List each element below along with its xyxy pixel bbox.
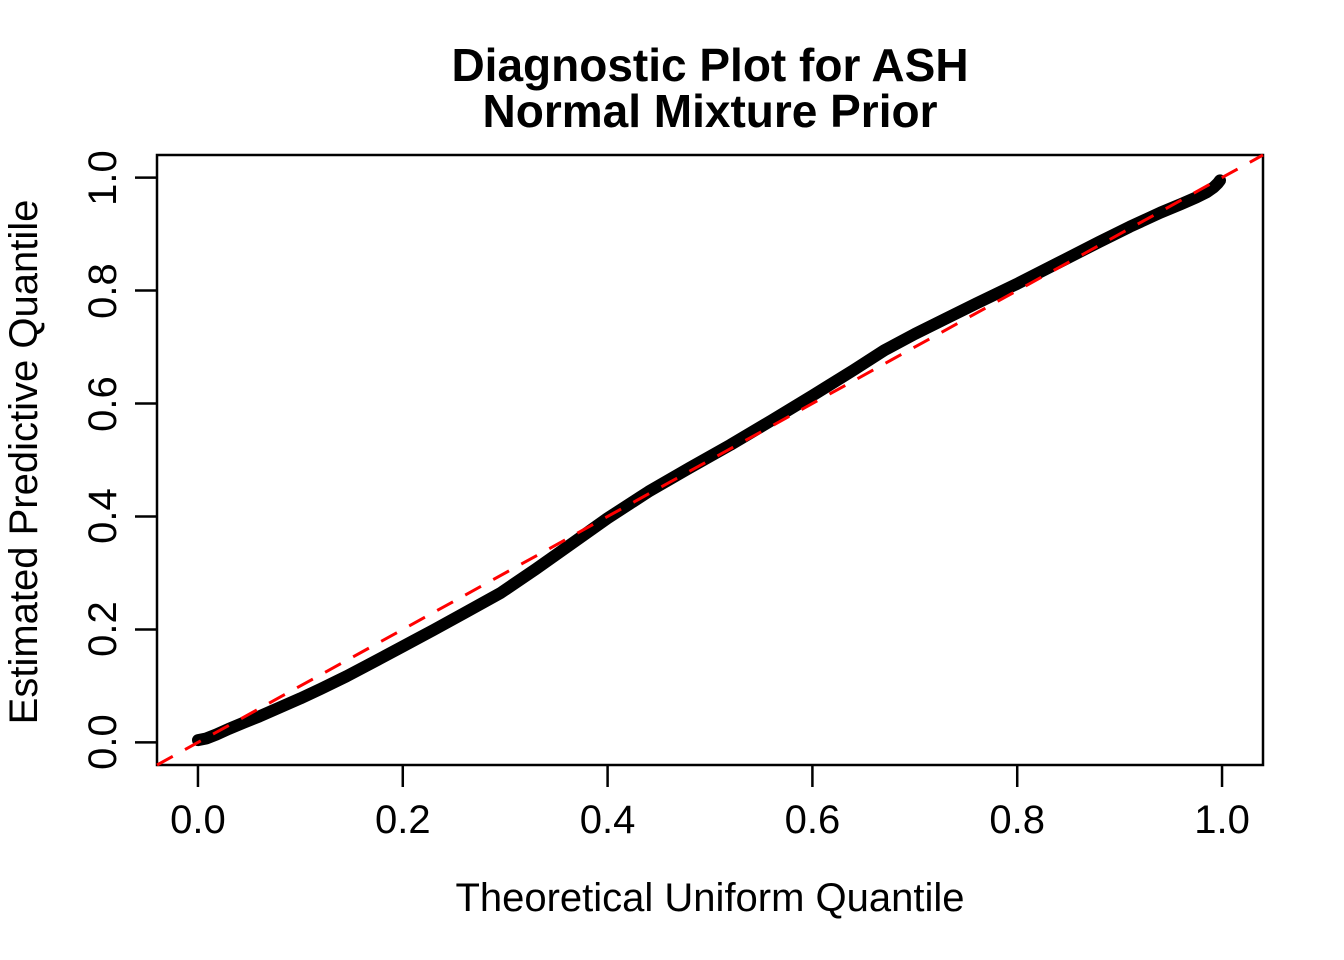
x-tick-label: 0.0	[170, 798, 226, 842]
y-tick-label: 0.0	[81, 714, 125, 771]
y-axis-title: Estimated Predictive Quantile	[2, 199, 46, 725]
x-axis-title: Theoretical Uniform Quantile	[455, 876, 965, 920]
chart-title-line2: Normal Mixture Prior	[482, 85, 938, 137]
y-tick-label: 0.6	[81, 375, 125, 432]
y-tick-label: 0.2	[81, 601, 125, 658]
x-tick-label: 0.6	[784, 798, 841, 842]
chart-title: Diagnostic Plot for ASH Normal Mixture P…	[157, 42, 1263, 134]
y-tick-label: 0.4	[81, 488, 125, 545]
x-tick-label: 0.8	[989, 798, 1046, 842]
y-tick-label: 1.0	[81, 149, 125, 206]
chart-title-line1: Diagnostic Plot for ASH	[451, 39, 969, 91]
y-tick-label: 0.8	[81, 262, 125, 319]
x-tick-label: 0.2	[374, 798, 431, 842]
x-tick-label: 1.0	[1194, 798, 1250, 842]
x-tick-label: 0.4	[579, 798, 636, 842]
plot-box	[155, 153, 1265, 767]
